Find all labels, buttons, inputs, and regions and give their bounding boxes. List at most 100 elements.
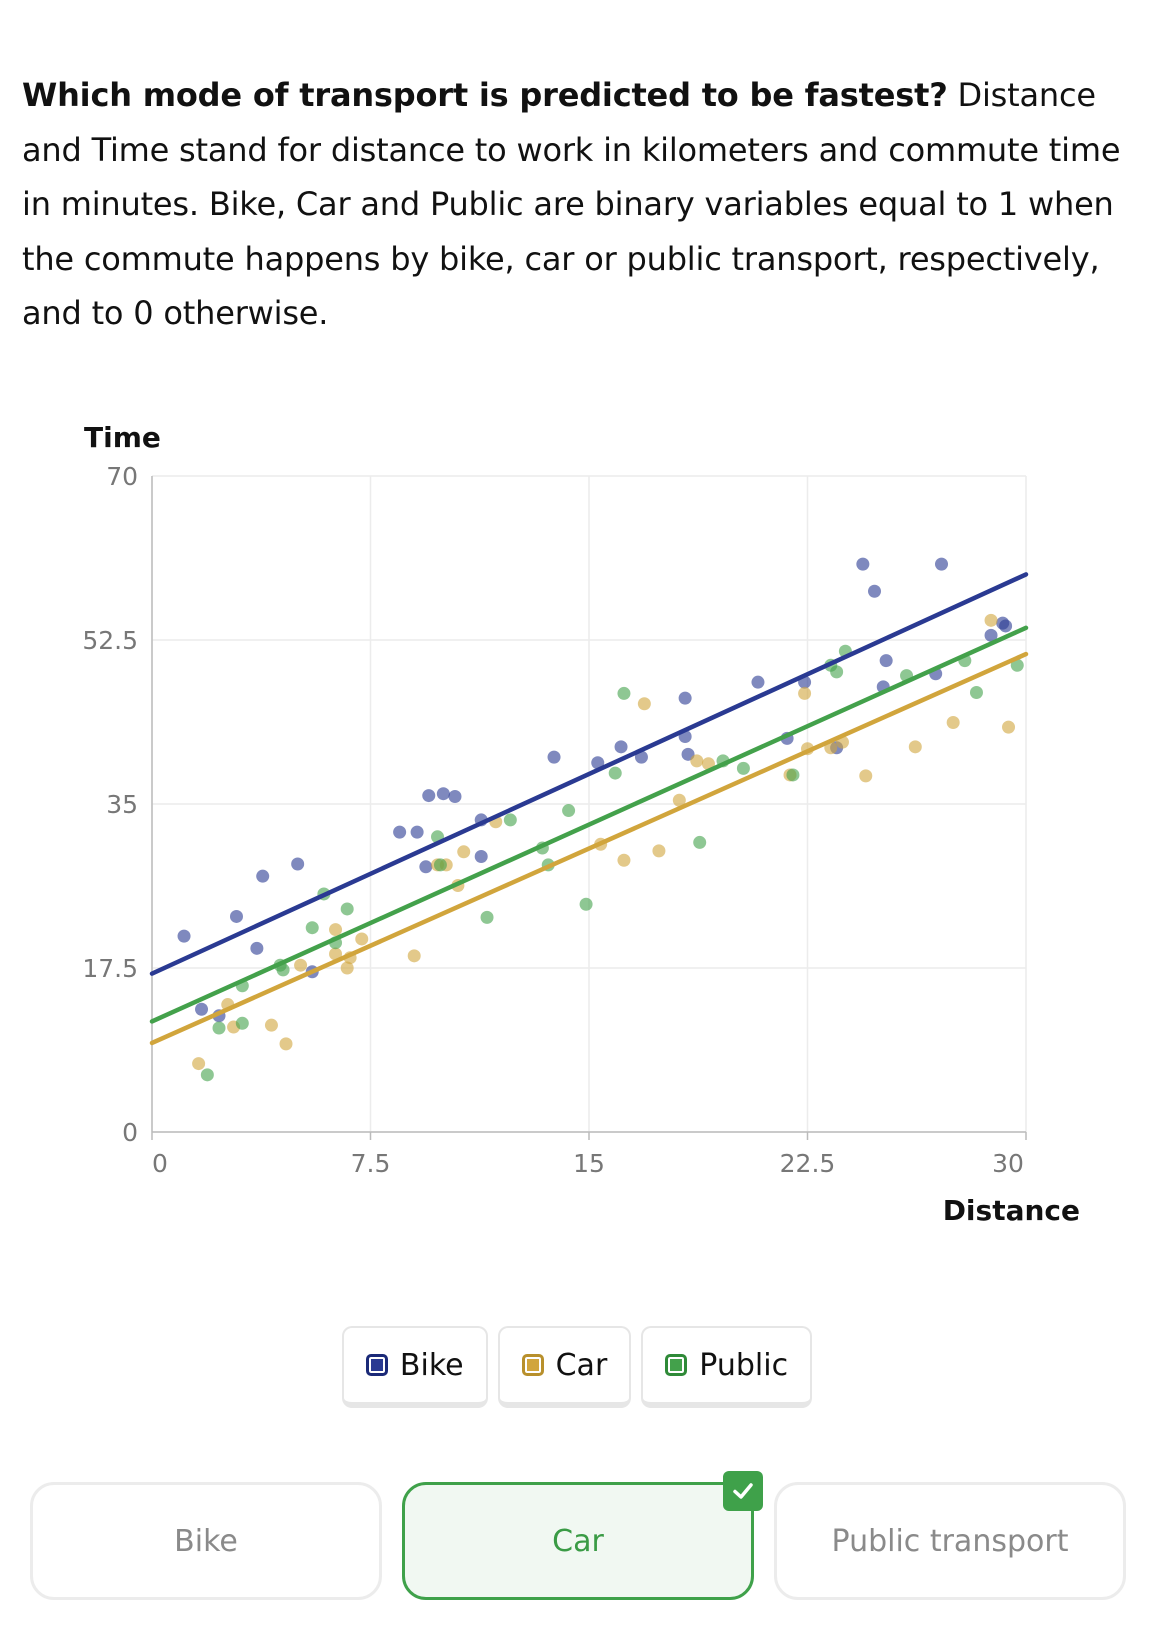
y-tick-label: 52.5	[82, 626, 138, 655]
answer-bike-label: Bike	[174, 1523, 238, 1559]
bike-point	[751, 675, 765, 689]
car-point	[946, 715, 960, 729]
bike-point	[999, 619, 1013, 633]
public-point	[200, 1068, 214, 1082]
y-tick-label: 0	[122, 1118, 138, 1147]
public-point	[480, 910, 494, 924]
bike-point	[856, 557, 870, 571]
car-point	[690, 754, 704, 768]
scatter-chart: 0 7.5 15 22.5 30 0 17.5 35 52.5 70 Time Distance	[82, 421, 1080, 1227]
car-swatch-icon	[521, 1354, 544, 1376]
y-axis-title: Time	[84, 421, 161, 454]
bike-point	[547, 750, 561, 764]
legend-label-bike: Bike	[399, 1347, 464, 1383]
public-point	[276, 963, 290, 977]
bike-point	[984, 628, 998, 642]
series-lines	[149, 572, 1029, 1046]
bike-point	[256, 869, 270, 883]
car-point	[908, 740, 922, 754]
legend-label-public: Public	[699, 1347, 789, 1383]
car-point	[329, 923, 343, 937]
bike-point	[935, 557, 949, 571]
answer-public-transport-button[interactable]: Public transport	[774, 1482, 1126, 1600]
legend-item-car[interactable]: Car	[497, 1326, 632, 1408]
public-point	[969, 685, 983, 699]
car-point	[294, 958, 308, 972]
question-text: Which mode of transport is predicted to …	[22, 68, 1132, 341]
public-swatch-icon	[665, 1354, 688, 1376]
bike-point	[868, 584, 882, 598]
public-point	[830, 665, 844, 679]
public-point	[503, 813, 517, 827]
car-point	[355, 932, 369, 946]
public-point	[786, 768, 800, 782]
answer-public-transport-label: Public transport	[831, 1523, 1069, 1559]
legend: Bike Car Public	[0, 1326, 1154, 1408]
x-tick-label: 7.5	[351, 1149, 391, 1178]
answer-car-label: Car	[552, 1523, 604, 1559]
series-points	[177, 557, 1024, 1082]
car-point	[859, 769, 873, 783]
car-point	[1002, 720, 1016, 734]
car-point	[264, 1018, 278, 1032]
grid	[151, 475, 1027, 1133]
bike-point	[195, 1002, 209, 1016]
public-point	[340, 902, 354, 916]
bike-point	[474, 849, 488, 863]
car-point	[672, 793, 686, 807]
answer-options: Bike Car Public transport	[30, 1471, 1126, 1600]
question-bold: Which mode of transport is predicted to …	[22, 76, 948, 114]
car-point	[984, 613, 998, 627]
x-axis-title: Distance	[943, 1194, 1080, 1227]
car-point	[652, 844, 666, 858]
car-point	[637, 697, 651, 711]
bike-point	[678, 691, 692, 705]
car-point	[192, 1057, 206, 1071]
public-point	[608, 766, 622, 780]
car-point	[340, 961, 354, 975]
answer-car-button[interactable]: Car	[402, 1471, 763, 1600]
public-regression-line	[149, 625, 1029, 1024]
public-point	[579, 897, 593, 911]
y-tick-label: 70	[106, 462, 138, 491]
car-point	[617, 853, 631, 867]
answer-bike-button[interactable]: Bike	[30, 1482, 382, 1600]
axes: 0 7.5 15 22.5 30 0 17.5 35 52.5 70	[82, 462, 1027, 1178]
public-point	[433, 858, 447, 872]
public-point	[305, 921, 319, 935]
x-tick-label: 22.5	[780, 1149, 836, 1178]
public-point	[1010, 658, 1024, 672]
y-tick-label: 35	[106, 790, 138, 819]
car-point	[329, 947, 343, 961]
x-tick-label: 0	[152, 1149, 168, 1178]
question-rest: Distance and Time stand for distance to …	[22, 76, 1121, 332]
legend-item-bike[interactable]: Bike	[341, 1326, 488, 1408]
public-point	[693, 835, 707, 849]
bike-swatch-icon	[365, 1354, 388, 1376]
y-tick-label: 17.5	[82, 954, 138, 983]
car-point	[457, 845, 471, 859]
public-point	[562, 804, 576, 818]
public-point	[617, 686, 631, 700]
car-point	[798, 686, 812, 700]
bike-point	[291, 857, 305, 871]
checkmark-icon	[723, 1471, 763, 1511]
public-point	[235, 1016, 249, 1030]
x-tick-label: 15	[573, 1149, 605, 1178]
bike-point	[393, 825, 407, 839]
bike-point	[591, 756, 605, 770]
bike-point	[410, 825, 424, 839]
legend-item-public[interactable]: Public	[641, 1326, 813, 1408]
public-point	[212, 1021, 226, 1035]
bike-point	[879, 654, 893, 668]
bike-point	[436, 787, 450, 801]
car-point	[407, 949, 421, 963]
car-point	[279, 1037, 293, 1051]
bike-point	[614, 740, 628, 754]
bike-point	[229, 909, 243, 923]
public-point	[736, 761, 750, 775]
bike-point	[419, 860, 433, 874]
x-tick-label: 30	[992, 1149, 1024, 1178]
car-regression-line	[149, 651, 1029, 1046]
bike-point	[250, 941, 264, 955]
